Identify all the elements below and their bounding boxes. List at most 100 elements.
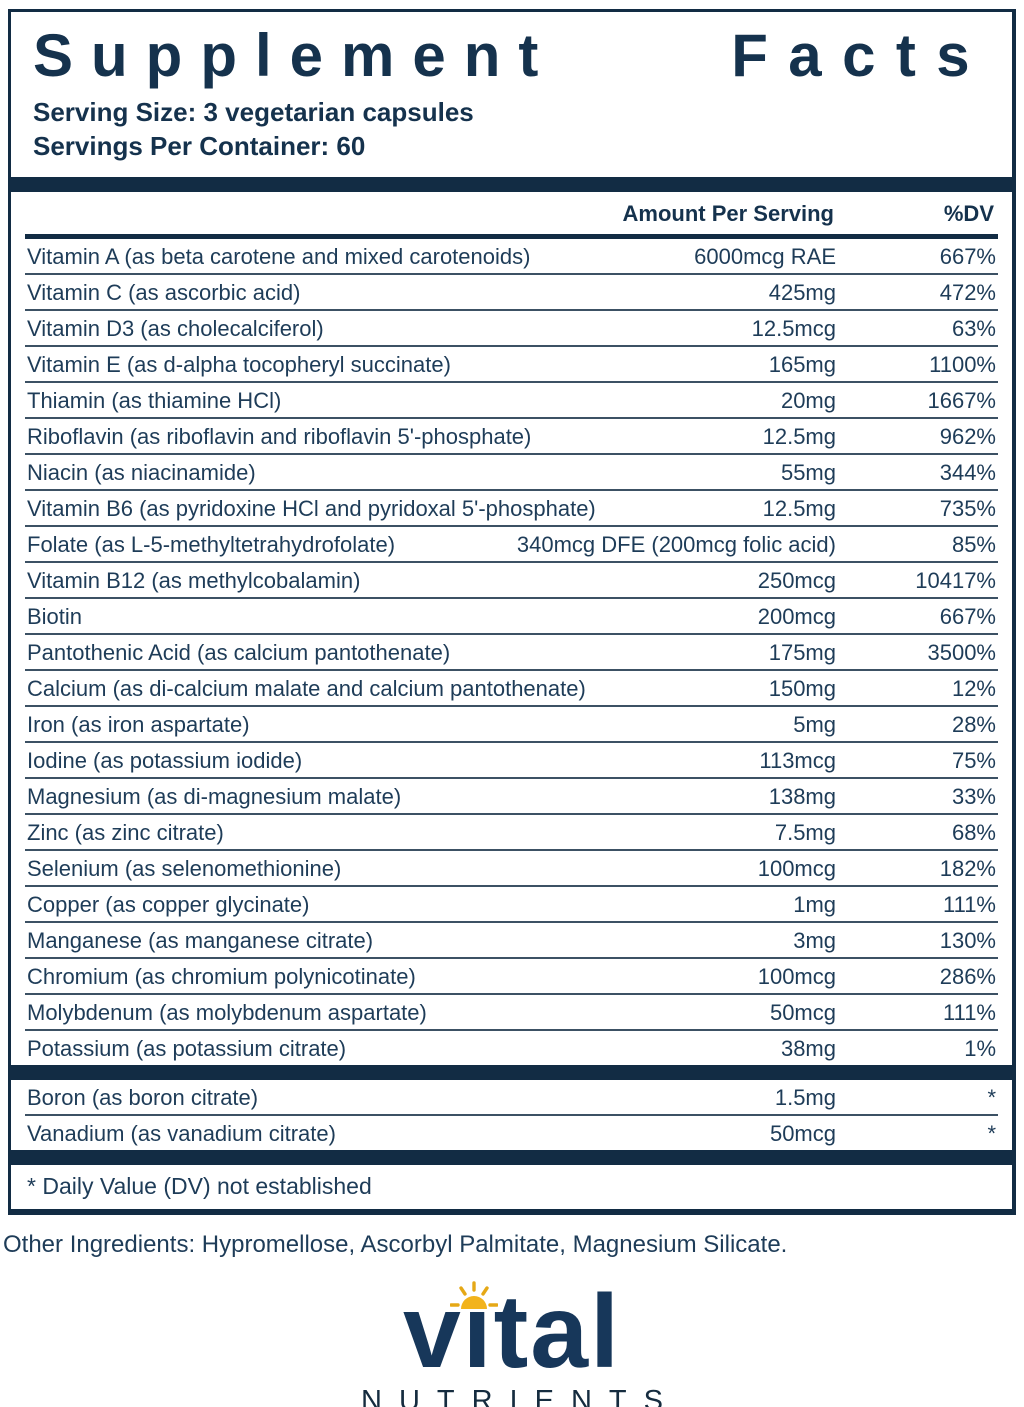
nutrient-name: Biotin: [27, 603, 83, 629]
sun-icon: [449, 1280, 498, 1312]
servings-per-container-text: Servings Per Container: 60: [33, 130, 366, 161]
nutrient-amount: 38mg: [780, 1035, 836, 1061]
nutrient-dv: 10417%: [915, 567, 996, 593]
nutrient-dv: 182%: [939, 855, 996, 881]
nutrient-name: Magnesium (as di-magnesium malate): [27, 783, 402, 809]
serving-size-text: Serving Size: 3 vegetarian capsules: [33, 97, 474, 127]
header-rule: [25, 233, 998, 239]
table-row: Iron (as iron aspartate) 5mg 28%: [25, 707, 998, 743]
nutrient-name: Vitamin A (as beta carotene and mixed ca…: [27, 243, 531, 269]
table-row: Thiamin (as thiamine HCl) 20mg 1667%: [25, 383, 998, 419]
nutrient-name: Iodine (as potassium iodide): [27, 747, 303, 773]
table-row: Pantothenic Acid (as calcium pantothenat…: [25, 635, 998, 671]
nutrient-dv: 75%: [951, 747, 996, 773]
nutrient-name: Vitamin D3 (as cholecalciferol): [27, 315, 324, 341]
nutrient-name: Selenium (as selenomethionine): [27, 855, 342, 881]
nutrient-dv: 667%: [939, 603, 996, 629]
nutrient-dv: 12%: [951, 675, 996, 701]
table-row: Vitamin D3 (as cholecalciferol) 12.5mcg …: [25, 311, 998, 347]
nutrient-amount: 175mg: [768, 639, 836, 665]
nutrient-dv: 1667%: [927, 387, 996, 413]
table-row: Riboflavin (as riboflavin and riboflavin…: [25, 419, 998, 455]
other-ingredients-text: Other Ingredients: Hypromellose, Ascorby…: [3, 1230, 788, 1258]
table-row: Iodine (as potassium iodide) 113mcg 75%: [25, 743, 998, 779]
brand-wordmark: vital: [403, 1280, 621, 1384]
nutrient-amount: 12.5mg: [762, 495, 836, 521]
nutrient-dv: 472%: [939, 279, 996, 305]
table-row: Boron (as boron citrate) 1.5mg *: [25, 1080, 998, 1116]
nutrient-name: Pantothenic Acid (as calcium pantothenat…: [27, 639, 451, 665]
nutrient-name: Chromium (as chromium polynicotinate): [27, 963, 416, 989]
nutrient-table: Vitamin A (as beta carotene and mixed ca…: [25, 239, 998, 1065]
nutrient-amount: 165mg: [768, 351, 836, 377]
nutrient-amount: 20mg: [780, 387, 836, 413]
nutrient-amount: 1.5mg: [774, 1084, 836, 1110]
nutrient-amount: 1mg: [793, 891, 836, 917]
nutrient-amount: 340mcg DFE (200mcg folic acid): [516, 531, 836, 557]
nutrient-amount: 55mg: [780, 459, 836, 485]
nutrient-name: Folate (as L-5-methyltetrahydrofolate): [27, 531, 396, 557]
table-row: Magnesium (as di-magnesium malate) 138mg…: [25, 779, 998, 815]
serving-info: Serving Size: 3 vegetarian capsules Serv…: [33, 96, 990, 164]
nutrient-dv: 33%: [951, 783, 996, 809]
nutrient-amount: 12.5mg: [762, 423, 836, 449]
brand-text: vital: [402, 1273, 622, 1390]
nutrient-amount: 12.5mcg: [751, 315, 836, 341]
nutrient-dv: 962%: [939, 423, 996, 449]
dv-footnote: * Daily Value (DV) not established: [27, 1172, 372, 1199]
nutrient-name: Zinc (as zinc citrate): [27, 819, 224, 845]
nutrient-amount: 50mcg: [769, 999, 836, 1025]
nutrient-amount: 150mg: [768, 675, 836, 701]
table-row: Molybdenum (as molybdenum aspartate) 50m…: [25, 995, 998, 1031]
nutrient-dv: 111%: [942, 999, 996, 1025]
nutrient-name: Potassium (as potassium citrate): [27, 1035, 347, 1061]
table-row: Vitamin B12 (as methylcobalamin) 250mcg …: [25, 563, 998, 599]
nutrient-name: Manganese (as manganese citrate): [27, 927, 374, 953]
nutrient-name: Calcium (as di-calcium malate and calciu…: [27, 675, 586, 701]
nutrient-dv: 286%: [939, 963, 996, 989]
table-row: Folate (as L-5-methyltetrahydrofolate) 3…: [25, 527, 998, 563]
header-percent-dv: %DV: [943, 200, 994, 226]
supplement-facts-panel: Supplement Facts Serving Size: 3 vegetar…: [8, 9, 1016, 1215]
nutrient-amount: 6000mcg RAE: [694, 243, 836, 269]
nutrient-dv: 3500%: [927, 639, 996, 665]
nutrient-name: Vitamin C (as ascorbic acid): [27, 279, 301, 305]
nutrient-amount: 200mcg: [757, 603, 836, 629]
brand-logo: vital NUTRIENTS: [0, 1280, 1024, 1407]
nutrient-table-no-dv: Boron (as boron citrate) 1.5mg * Vanadiu…: [25, 1080, 998, 1150]
table-row: Zinc (as zinc citrate) 7.5mg 68%: [25, 815, 998, 851]
table-row: Chromium (as chromium polynicotinate) 10…: [25, 959, 998, 995]
nutrient-dv: 63%: [951, 315, 996, 341]
nutrient-amount: 113mcg: [759, 747, 836, 773]
nutrient-dv: 735%: [939, 495, 996, 521]
nutrient-amount: 100mcg: [757, 855, 836, 881]
title-word-supplement: Supplement: [33, 22, 557, 89]
table-row: Niacin (as niacinamide) 55mg 344%: [25, 455, 998, 491]
table-row: Vanadium (as vanadium citrate) 50mcg *: [25, 1116, 998, 1150]
nutrient-amount: 7.5mg: [774, 819, 836, 845]
nutrient-name: Vitamin E (as d-alpha tocopheryl succina…: [27, 351, 451, 377]
table-row: Vitamin E (as d-alpha tocopheryl succina…: [25, 347, 998, 383]
nutrient-dv: *: [987, 1120, 996, 1146]
nutrient-dv: 28%: [951, 711, 996, 737]
nutrient-dv: 1%: [964, 1035, 996, 1061]
nutrient-dv: 85%: [951, 531, 996, 557]
nutrient-name: Vitamin B6 (as pyridoxine HCl and pyrido…: [27, 495, 596, 521]
nutrient-dv: *: [987, 1084, 996, 1110]
table-row: Vitamin A (as beta carotene and mixed ca…: [25, 239, 998, 275]
table-row: Manganese (as manganese citrate) 3mg 130…: [25, 923, 998, 959]
table-row: Vitamin C (as ascorbic acid) 425mg 472%: [25, 275, 998, 311]
header-amount-per-serving: Amount Per Serving: [622, 200, 834, 226]
nutrient-name: Vanadium (as vanadium citrate): [27, 1120, 336, 1146]
nutrient-name: Boron (as boron citrate): [27, 1084, 259, 1110]
nutrient-amount: 425mg: [768, 279, 836, 305]
thick-divider-bottom: [11, 1149, 1012, 1165]
title-word-facts: Facts: [731, 22, 990, 89]
table-row: Vitamin B6 (as pyridoxine HCl and pyrido…: [25, 491, 998, 527]
nutrient-amount: 250mcg: [757, 567, 836, 593]
nutrient-amount: 3mg: [793, 927, 836, 953]
table-header: Amount Per Serving %DV: [27, 192, 996, 234]
table-row: Calcium (as di-calcium malate and calciu…: [25, 671, 998, 707]
nutrient-amount: 138mg: [768, 783, 836, 809]
